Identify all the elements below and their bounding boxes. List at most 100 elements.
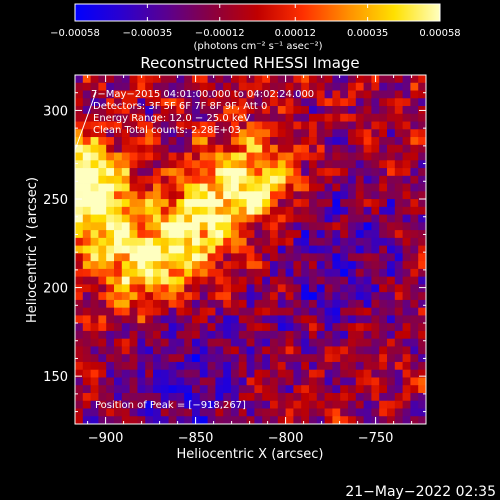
heatmap-cell bbox=[379, 98, 388, 107]
heatmap-cell bbox=[246, 261, 255, 270]
heatmap-cell bbox=[137, 245, 146, 254]
heatmap-cell bbox=[324, 361, 333, 371]
heatmap-cell bbox=[332, 237, 341, 247]
heatmap-cell bbox=[215, 253, 224, 262]
heatmap-cell bbox=[355, 276, 364, 285]
heatmap-cell bbox=[410, 152, 419, 161]
heatmap-cell bbox=[106, 230, 115, 239]
heatmap-cell bbox=[223, 245, 232, 254]
heatmap-cell bbox=[293, 338, 302, 347]
heatmap-cell bbox=[379, 75, 388, 84]
heatmap-cell bbox=[176, 416, 185, 424]
heatmap-cell bbox=[348, 377, 357, 386]
heatmap-cell bbox=[238, 346, 247, 355]
heatmap-cell bbox=[223, 90, 232, 99]
heatmap-cell bbox=[262, 354, 271, 363]
heatmap-cell bbox=[387, 292, 396, 301]
heatmap-cell bbox=[254, 245, 263, 254]
heatmap-cell bbox=[137, 330, 146, 340]
heatmap-cell bbox=[324, 106, 333, 115]
heatmap-cell bbox=[277, 346, 286, 355]
heatmap-cell bbox=[332, 214, 341, 223]
heatmap-cell bbox=[371, 315, 380, 324]
heatmap-cell bbox=[176, 330, 185, 340]
heatmap-cell bbox=[301, 323, 310, 332]
heatmap-cell bbox=[199, 230, 208, 239]
heatmap-cell bbox=[340, 75, 349, 84]
heatmap-cell bbox=[262, 206, 271, 215]
heatmap-cell bbox=[168, 408, 177, 417]
heatmap-cell bbox=[246, 323, 255, 332]
heatmap-cell bbox=[254, 408, 263, 417]
heatmap-cell bbox=[316, 245, 325, 254]
heatmap-cell bbox=[402, 253, 411, 262]
heatmap-cell bbox=[371, 160, 380, 169]
heatmap-cell bbox=[332, 354, 341, 363]
heatmap-cell bbox=[153, 253, 162, 262]
heatmap-cell bbox=[192, 168, 201, 177]
heatmap-cell bbox=[332, 183, 341, 192]
heatmap-cell bbox=[379, 338, 388, 347]
heatmap-cell bbox=[371, 346, 380, 355]
heatmap-cell bbox=[98, 90, 107, 99]
heatmap-cell bbox=[340, 307, 349, 316]
heatmap-cell bbox=[184, 144, 193, 153]
heatmap-cell bbox=[387, 113, 396, 122]
heatmap-cell bbox=[215, 323, 224, 332]
heatmap-cell bbox=[137, 121, 146, 130]
heatmap-cell bbox=[246, 245, 255, 254]
heatmap-cell bbox=[418, 253, 426, 262]
heatmap-cell bbox=[207, 199, 216, 208]
heatmap-cell bbox=[309, 183, 318, 192]
heatmap-cell bbox=[82, 98, 91, 107]
heatmap-cell bbox=[153, 315, 162, 324]
heatmap-cell bbox=[121, 385, 130, 394]
heatmap-cell bbox=[324, 245, 333, 254]
heatmap-cell bbox=[192, 346, 201, 355]
heatmap-cell bbox=[184, 152, 193, 161]
heatmap-cell bbox=[246, 377, 255, 386]
heatmap-cell bbox=[309, 315, 318, 324]
heatmap-cell bbox=[98, 292, 107, 301]
heatmap-cell bbox=[145, 361, 154, 371]
heatmap-cell bbox=[176, 214, 185, 223]
heatmap-cell bbox=[332, 408, 341, 417]
heatmap-cell bbox=[246, 346, 255, 355]
heatmap-cell bbox=[238, 183, 247, 192]
heatmap-cell bbox=[215, 377, 224, 386]
heatmap-cell bbox=[316, 214, 325, 223]
heatmap-cell bbox=[192, 323, 201, 332]
heatmap-cell bbox=[129, 338, 138, 347]
heatmap-cell bbox=[184, 175, 193, 184]
heatmap-cell bbox=[309, 276, 318, 285]
heatmap-cell bbox=[223, 98, 232, 107]
heatmap-cell bbox=[402, 183, 411, 192]
heatmap-cell bbox=[98, 408, 107, 417]
heatmap-cell bbox=[82, 323, 91, 332]
annotation-clean: Clean Total counts: 2.28E+03 bbox=[93, 125, 241, 136]
heatmap-cell bbox=[301, 113, 310, 122]
heatmap-cell bbox=[293, 152, 302, 161]
heatmap-cell bbox=[90, 75, 99, 84]
heatmap-cell bbox=[114, 276, 123, 285]
heatmap-cell bbox=[153, 137, 162, 146]
heatmap-cell bbox=[153, 82, 162, 91]
heatmap-cell bbox=[285, 385, 294, 394]
heatmap-cell bbox=[231, 113, 240, 122]
heatmap-cell bbox=[402, 346, 411, 355]
heatmap-cell bbox=[192, 214, 201, 223]
heatmap-cell bbox=[332, 346, 341, 355]
heatmap-cell bbox=[418, 330, 426, 340]
heatmap-cell bbox=[114, 361, 123, 371]
heatmap-cell bbox=[348, 292, 357, 301]
heatmap-cell bbox=[106, 392, 115, 402]
heatmap-cell bbox=[340, 206, 349, 215]
heatmap-cell bbox=[262, 385, 271, 394]
heatmap-cell bbox=[246, 75, 255, 84]
heatmap-cell bbox=[215, 90, 224, 99]
heatmap-cell bbox=[363, 299, 372, 309]
heatmap-cell bbox=[184, 90, 193, 99]
heatmap-cell bbox=[129, 129, 138, 138]
heatmap-cell bbox=[371, 237, 380, 247]
heatmap-cell bbox=[98, 392, 107, 402]
